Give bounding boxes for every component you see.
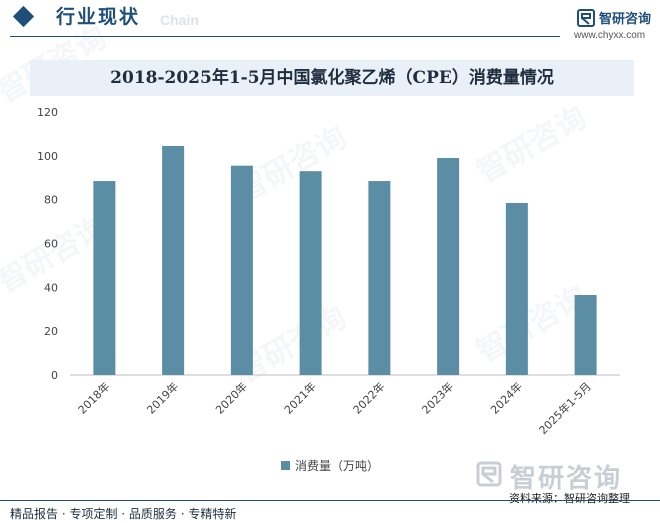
- y-tick-label: 40: [44, 281, 58, 294]
- y-tick-label: 120: [37, 106, 58, 119]
- brand-name: 智研咨询: [599, 12, 652, 27]
- x-tick-label: 2021年: [281, 379, 318, 416]
- footer-divider: [0, 500, 660, 501]
- bar: [505, 202, 528, 375]
- header-divider: [10, 36, 560, 37]
- data-source: 资料来源：智研咨询整理: [509, 492, 630, 505]
- section-subtitle: Chain: [160, 12, 199, 28]
- x-tick-label: 2019年: [144, 379, 181, 416]
- x-tick-label: 2018年: [75, 379, 112, 416]
- bar: [574, 295, 597, 375]
- bar: [437, 158, 460, 375]
- section-title: 行业现状: [56, 6, 141, 28]
- x-tick-label: 2025年1-5月: [536, 379, 594, 437]
- y-tick-label: 0: [51, 369, 58, 382]
- bar: [230, 165, 253, 375]
- x-tick-label: 2024年: [488, 379, 525, 416]
- y-tick-label: 100: [37, 150, 58, 163]
- brand-logo-icon: [577, 9, 595, 27]
- watermark-logo-icon: [476, 461, 502, 487]
- brand-url[interactable]: www.chyxx.com: [574, 30, 646, 41]
- legend-swatch: [281, 461, 290, 470]
- chart-title-banner: [30, 60, 634, 96]
- y-tick-label: 60: [44, 238, 58, 251]
- y-tick-label: 20: [44, 325, 58, 338]
- x-tick-label: 2022年: [350, 379, 387, 416]
- x-tick-label: 2023年: [419, 379, 456, 416]
- y-tick-label: 80: [44, 194, 58, 207]
- bar: [299, 171, 322, 375]
- x-tick-label: 2020年: [213, 379, 250, 416]
- watermark-brand: 智研咨询: [510, 464, 623, 494]
- footer-slogan: 精品报告 · 专项定制 · 品质服务 · 专精特新: [10, 507, 237, 521]
- chart-title: 2018-2025年1-5月中国氯化聚乙烯（CPE）消费量情况: [110, 68, 554, 88]
- bar: [368, 181, 391, 375]
- bar: [93, 181, 116, 375]
- legend-label: 消费量（万吨）: [295, 459, 380, 473]
- bar: [162, 145, 185, 375]
